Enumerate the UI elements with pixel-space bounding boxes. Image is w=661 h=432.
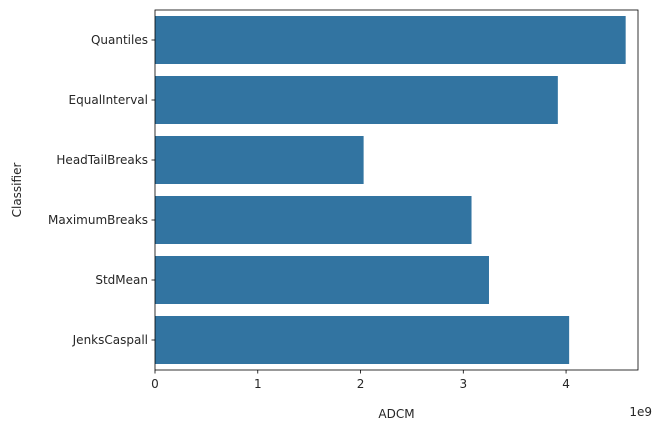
bar-equal-interval	[155, 76, 558, 124]
y-tick-label: HeadTailBreaks	[56, 153, 148, 167]
y-axis-ticks: Quantiles EqualInterval HeadTailBreaks Maxi…	[48, 33, 155, 347]
y-tick-label: JenksCaspall	[72, 333, 148, 347]
y-tick-label: EqualInterval	[69, 93, 148, 107]
bars-layer	[155, 16, 626, 364]
plot-frame	[154, 9, 639, 371]
y-tick-label: Quantiles	[91, 33, 148, 47]
x-axis-multiplier: 1e9	[629, 405, 652, 419]
x-axis-label: ADCM	[378, 407, 414, 421]
bar-quantiles	[155, 16, 626, 64]
x-tick-label: 3	[459, 377, 467, 391]
x-tick-label: 2	[357, 377, 365, 391]
x-tick-label: 0	[151, 377, 159, 391]
bar-std-mean	[155, 256, 489, 304]
y-axis-label: Classifier	[10, 163, 24, 218]
y-tick-label: MaximumBreaks	[48, 213, 148, 227]
bar-head-tail-breaks	[155, 136, 364, 184]
bar-maximum-breaks	[155, 196, 472, 244]
y-tick-label: StdMean	[95, 273, 148, 287]
x-tick-label: 1	[254, 377, 262, 391]
x-tick-label: 4	[562, 377, 570, 391]
x-axis-ticks: 0 1 2 3 4	[151, 370, 570, 391]
bar-jenks-caspall	[155, 316, 570, 364]
